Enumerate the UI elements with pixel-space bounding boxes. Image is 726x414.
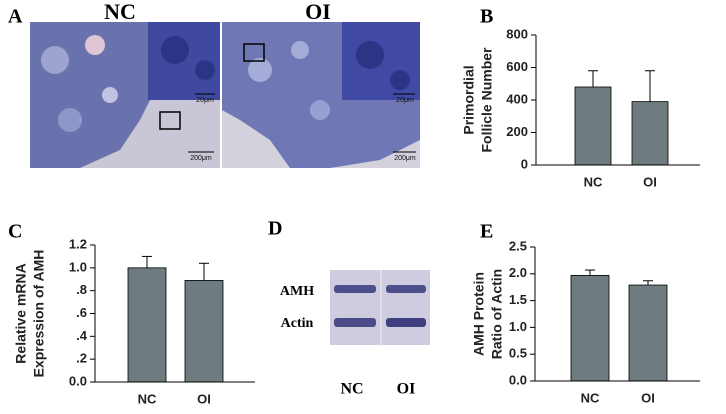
y-tick-label: 1.0 xyxy=(69,259,87,274)
y-tick-label: 2.0 xyxy=(509,265,527,280)
y-tick-label: 200 xyxy=(506,124,528,139)
blot-lane-label: NC xyxy=(340,381,363,398)
y-tick-label: 1.0 xyxy=(509,319,527,334)
y-tick-label: 1.5 xyxy=(509,292,527,307)
panel-letter: A xyxy=(8,6,23,28)
x-tick-label: OI xyxy=(643,174,657,189)
blot-row-label: Actin xyxy=(281,316,314,331)
y-axis-label: AMH Protein xyxy=(471,272,487,356)
scale-bar-label: 200μm xyxy=(190,155,212,162)
bar xyxy=(184,279,224,383)
micrograph-oi xyxy=(222,22,420,168)
x-tick-label: NC xyxy=(138,391,157,406)
scale-bar-label: 20μm xyxy=(396,97,414,104)
scale-bar-label: 200μm xyxy=(394,155,416,162)
micrograph-nc xyxy=(30,22,220,168)
x-tick-label: OI xyxy=(197,391,211,406)
blot-lane-label: OI xyxy=(397,381,416,398)
y-tick-label: 2.5 xyxy=(509,238,527,253)
x-tick-label: NC xyxy=(581,390,600,405)
scale-bar-label: 20μm xyxy=(196,97,214,104)
x-tick-label: NC xyxy=(584,174,603,189)
y-tick-label: 800 xyxy=(506,26,528,41)
panel-letter: D xyxy=(268,218,282,240)
y-tick-label: .2 xyxy=(76,351,87,366)
y-axis-label: Ratio of Actin xyxy=(489,269,505,359)
y-tick-label: 0 xyxy=(521,156,528,171)
y-tick-label: 600 xyxy=(506,59,528,74)
y-tick-label: .8 xyxy=(76,282,87,297)
panel-letter: C xyxy=(8,221,22,243)
panel-letter: B xyxy=(480,6,493,28)
y-tick-label: 0.0 xyxy=(69,373,87,388)
panel-letter: E xyxy=(480,221,493,243)
y-axis-label: Expression of AMH xyxy=(31,250,47,378)
y-tick-label: 1.2 xyxy=(69,236,87,251)
bar xyxy=(574,86,612,166)
bar xyxy=(570,275,610,382)
y-tick-label: .4 xyxy=(76,328,88,343)
y-axis-label: Primordial xyxy=(461,65,477,134)
y-tick-label: 0.5 xyxy=(509,346,527,361)
y-tick-label: .6 xyxy=(76,305,87,320)
image-label: NC xyxy=(104,0,136,24)
image-label: OI xyxy=(305,0,331,24)
x-tick-label: OI xyxy=(641,390,655,405)
blot-row-label: AMH xyxy=(280,284,314,299)
bar xyxy=(127,267,167,383)
y-axis-label: Follicle Number xyxy=(479,47,495,153)
bar xyxy=(631,101,669,166)
bar xyxy=(628,284,668,382)
y-tick-label: 400 xyxy=(506,91,528,106)
y-axis-label: Relative mRNA xyxy=(13,263,29,363)
y-tick-label: 0.0 xyxy=(509,372,527,387)
western-blot xyxy=(330,270,430,345)
